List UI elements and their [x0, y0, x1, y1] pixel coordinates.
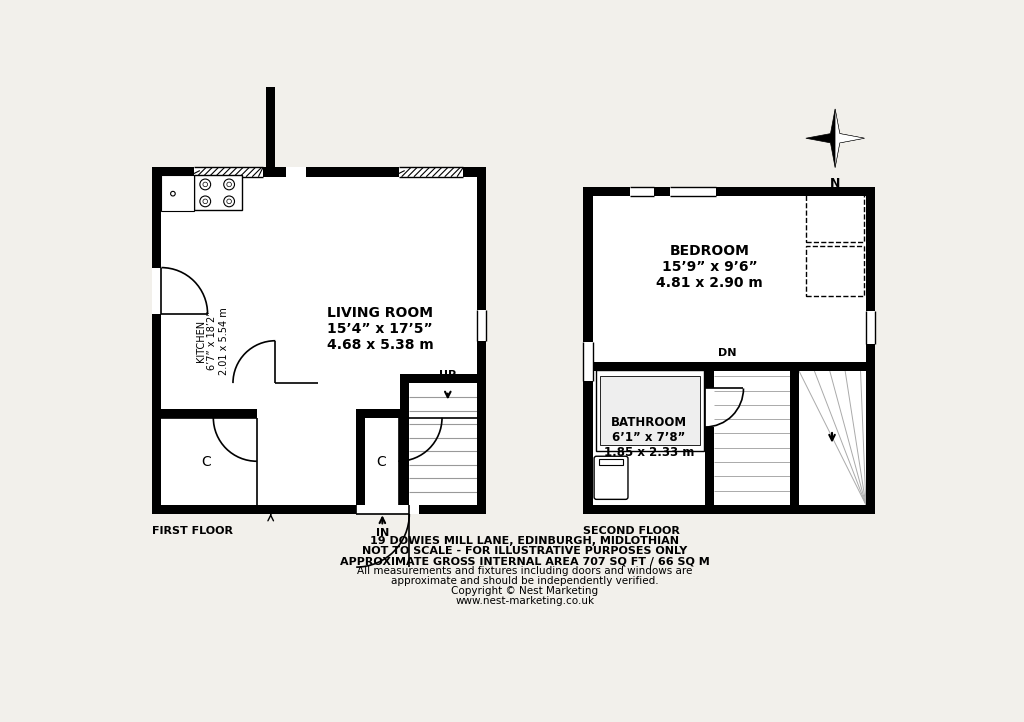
- Bar: [153, 505, 366, 514]
- Text: KITCHEN
6’7” x 18’2”
2.01 x 5.54 m: KITCHEN 6’7” x 18’2” 2.01 x 5.54 m: [196, 307, 228, 375]
- Text: NOT TO SCALE - FOR ILLUSTRATIVE PURPOSES ONLY: NOT TO SCALE - FOR ILLUSTRATIVE PURPOSES…: [362, 547, 687, 557]
- Bar: [398, 418, 408, 505]
- Bar: [705, 362, 866, 371]
- Bar: [356, 409, 408, 418]
- Text: N: N: [829, 177, 841, 190]
- Circle shape: [226, 182, 231, 187]
- Bar: [306, 168, 438, 177]
- Text: C: C: [377, 455, 386, 469]
- Circle shape: [200, 179, 211, 190]
- Bar: [153, 268, 162, 314]
- Bar: [584, 187, 876, 514]
- Bar: [400, 374, 477, 383]
- Bar: [596, 370, 705, 451]
- Circle shape: [223, 196, 234, 206]
- Bar: [356, 505, 410, 514]
- Bar: [584, 187, 593, 514]
- Text: DN: DN: [718, 348, 736, 357]
- Bar: [599, 458, 624, 465]
- FancyBboxPatch shape: [594, 456, 628, 500]
- Bar: [584, 187, 876, 196]
- Circle shape: [203, 199, 208, 204]
- Bar: [630, 187, 654, 196]
- Circle shape: [226, 199, 231, 204]
- Polygon shape: [806, 109, 864, 168]
- Bar: [593, 362, 714, 371]
- Bar: [477, 310, 486, 341]
- Text: LIVING ROOM
15’4” x 17’5”
4.68 x 5.38 m: LIVING ROOM 15’4” x 17’5” 4.68 x 5.38 m: [327, 306, 433, 352]
- Bar: [194, 168, 263, 177]
- Bar: [266, 0, 275, 177]
- Bar: [670, 187, 716, 196]
- Text: IN: IN: [376, 528, 389, 538]
- Bar: [422, 505, 486, 514]
- Text: UP: UP: [439, 370, 457, 380]
- Bar: [419, 505, 425, 514]
- Bar: [806, 246, 863, 296]
- Bar: [162, 409, 257, 418]
- Bar: [398, 168, 463, 177]
- Bar: [356, 418, 366, 505]
- Polygon shape: [836, 109, 864, 168]
- Bar: [600, 376, 700, 445]
- Bar: [790, 371, 799, 514]
- Bar: [153, 168, 286, 177]
- Bar: [477, 168, 486, 514]
- Bar: [584, 342, 593, 380]
- Bar: [194, 175, 243, 210]
- Circle shape: [203, 182, 208, 187]
- Circle shape: [200, 196, 211, 206]
- Bar: [806, 192, 863, 242]
- Bar: [266, 341, 275, 383]
- Bar: [705, 362, 714, 514]
- Text: All measurements and fixtures including doors and windows are: All measurements and fixtures including …: [357, 566, 692, 576]
- Bar: [400, 374, 410, 514]
- Bar: [866, 311, 876, 344]
- Bar: [153, 168, 486, 514]
- Text: Copyright © Nest Marketing: Copyright © Nest Marketing: [452, 586, 598, 596]
- Text: 19 DOWIES MILL LANE, EDINBURGH, MIDLOTHIAN: 19 DOWIES MILL LANE, EDINBURGH, MIDLOTHI…: [371, 536, 679, 547]
- Text: FIRST FLOOR: FIRST FLOOR: [153, 526, 233, 536]
- Text: approximate and should be independently verified.: approximate and should be independently …: [391, 576, 658, 586]
- Text: BEDROOM
15’9” x 9’6”
4.81 x 2.90 m: BEDROOM 15’9” x 9’6” 4.81 x 2.90 m: [656, 243, 763, 290]
- Bar: [866, 187, 876, 514]
- Circle shape: [223, 179, 234, 190]
- Bar: [463, 168, 486, 177]
- Text: APPROXIMATE GROSS INTERNAL AREA 707 SQ FT / 66 SQ M: APPROXIMATE GROSS INTERNAL AREA 707 SQ F…: [340, 557, 710, 566]
- Bar: [153, 168, 162, 514]
- Bar: [705, 388, 714, 427]
- Text: C: C: [201, 455, 211, 469]
- Text: BATHROOM
6’1” x 7’8”
1.85 x 2.33 m: BATHROOM 6’1” x 7’8” 1.85 x 2.33 m: [603, 417, 694, 459]
- Text: SECOND FLOOR: SECOND FLOOR: [584, 526, 680, 536]
- Bar: [162, 175, 194, 212]
- Bar: [705, 362, 714, 505]
- Text: www.nest-marketing.co.uk: www.nest-marketing.co.uk: [456, 596, 594, 606]
- Bar: [584, 505, 876, 514]
